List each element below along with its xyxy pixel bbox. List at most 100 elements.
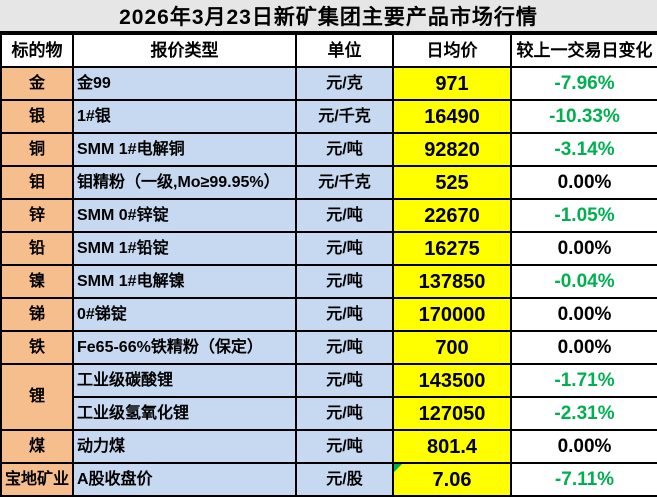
table-body: 金 金99 元/克 971 -7.96% 银 1#银 元/千克 16490 -1… [0, 66, 657, 497]
quote-type-cell: 工业级碳酸锂 [72, 363, 297, 398]
change-cell: -7.11% [510, 462, 657, 497]
avg-price-value: 7.06 [432, 468, 472, 491]
avg-price-value: 525 [435, 171, 469, 194]
unit-cell: 元/吨 [295, 363, 394, 398]
unit-cell: 元/吨 [295, 198, 394, 233]
quote-type-cell: 钼精粉（一级,Mo≥99.95%） [72, 165, 297, 200]
table-row: 铁 Fe65-66%铁精粉（保定） 元/吨 700 0.00% [0, 330, 657, 365]
unit-cell: 元/吨 [295, 132, 394, 167]
target-cell: 煤 [0, 429, 74, 464]
column-header-unit: 单位 [295, 33, 394, 68]
unit-cell: 元/吨 [295, 396, 394, 431]
quote-type-cell: SMM 1#电解铜 [72, 132, 297, 167]
table-row: 铜 SMM 1#电解铜 元/吨 92820 -3.14% [0, 132, 657, 167]
change-cell: -1.05% [510, 198, 657, 233]
avg-price-cell: 137850 [392, 264, 512, 299]
change-cell: -0.04% [510, 264, 657, 299]
avg-price-cell: 801.4 [392, 429, 512, 464]
change-cell: 0.00% [510, 231, 657, 266]
table-row: 铅 SMM 1#铅锭 元/吨 16275 0.00% [0, 231, 657, 266]
avg-price-value: 143500 [418, 369, 486, 392]
change-cell: 0.00% [510, 297, 657, 332]
avg-price-value: 92820 [424, 138, 480, 161]
target-cell: 铜 [0, 132, 74, 167]
change-cell: -2.31% [510, 396, 657, 431]
target-cell: 金 [0, 66, 74, 101]
avg-price-cell: 143500 [392, 363, 512, 398]
table-row: 银 1#银 元/千克 16490 -10.33% [0, 99, 657, 134]
header-row: 标的物 报价类型 单位 日均价 较上一交易日变化 [0, 33, 657, 68]
avg-price-cell: 16490 [392, 99, 512, 134]
quote-type-cell: SMM 0#锌锭 [72, 198, 297, 233]
unit-cell: 元/吨 [295, 429, 394, 464]
unit-cell: 元/千克 [295, 99, 394, 134]
cell-flag-icon [395, 465, 402, 472]
unit-cell: 元/千克 [295, 165, 394, 200]
page-title: 2026年3月23日新矿集团主要产品市场行情 [0, 0, 657, 33]
table-row: 锌 SMM 0#锌锭 元/吨 22670 -1.05% [0, 198, 657, 233]
change-cell: -10.33% [510, 99, 657, 134]
avg-price-cell: 16275 [392, 231, 512, 266]
change-cell: 0.00% [510, 330, 657, 365]
avg-price-value: 16275 [424, 237, 480, 260]
avg-price-cell: 127050 [392, 396, 512, 431]
column-header-quote-type: 报价类型 [72, 33, 297, 68]
table-row: 镍 SMM 1#电解镍 元/吨 137850 -0.04% [0, 264, 657, 299]
unit-cell: 元/吨 [295, 330, 394, 365]
column-header-change: 较上一交易日变化 [510, 33, 657, 68]
quote-type-cell: SMM 1#铅锭 [72, 231, 297, 266]
column-header-target: 标的物 [0, 33, 74, 68]
target-cell: 银 [0, 99, 74, 134]
avg-price-value: 22670 [424, 204, 480, 227]
change-cell: -1.71% [510, 363, 657, 398]
table-row: 锂 工业级碳酸锂 元/吨 143500 -1.71% [0, 363, 657, 431]
avg-price-value: 16490 [424, 105, 480, 128]
avg-price-value: 801.4 [426, 435, 478, 458]
target-cell: 宝地矿业 [0, 462, 74, 497]
avg-price-cell: 700 [392, 330, 512, 365]
quote-type-cell: Fe65-66%铁精粉（保定） [72, 330, 297, 365]
table-row: 金 金99 元/克 971 -7.96% [0, 66, 657, 101]
avg-price-cell: 971 [392, 66, 512, 101]
quote-type-cell: 工业级氢氧化锂 [72, 396, 297, 431]
target-cell: 锂 [0, 363, 74, 431]
avg-price-value: 170000 [418, 303, 486, 326]
unit-cell: 元/克 [295, 66, 394, 101]
avg-price-cell: 170000 [392, 297, 512, 332]
target-cell: 钼 [0, 165, 74, 200]
avg-price-value: 971 [435, 72, 469, 95]
avg-price-cell: 92820 [392, 132, 512, 167]
unit-cell: 元/吨 [295, 231, 394, 266]
change-cell: -3.14% [510, 132, 657, 167]
avg-price-value: 700 [435, 336, 469, 359]
target-cell: 铅 [0, 231, 74, 266]
target-cell: 锑 [0, 297, 74, 332]
table-row: 煤 动力煤 元/吨 801.4 0.00% [0, 429, 657, 464]
table-row: 工业级氢氧化锂 元/吨 127050 -2.31% [1, 396, 657, 431]
target-cell: 锌 [0, 198, 74, 233]
quote-type-cell: 金99 [72, 66, 297, 101]
quote-type-cell: 0#锑锭 [72, 297, 297, 332]
unit-cell: 元/吨 [295, 264, 394, 299]
quote-type-cell: 1#银 [72, 99, 297, 134]
change-cell: 0.00% [510, 429, 657, 464]
avg-price-value: 137850 [418, 270, 486, 293]
target-cell: 铁 [0, 330, 74, 365]
avg-price-cell: 7.06 [392, 462, 512, 497]
market-price-table: 标的物 报价类型 单位 日均价 较上一交易日变化 金 金99 元/克 971 -… [0, 33, 657, 497]
avg-price-cell: 22670 [392, 198, 512, 233]
unit-cell: 元/股 [295, 462, 394, 497]
table-row: 宝地矿业 A股收盘价 元/股 7.06 -7.11% [0, 462, 657, 497]
column-header-avg-price: 日均价 [392, 33, 512, 68]
quote-type-cell: SMM 1#电解镍 [72, 264, 297, 299]
change-cell: 0.00% [510, 165, 657, 200]
avg-price-value: 127050 [418, 402, 486, 425]
table-row: 钼 钼精粉（一级,Mo≥99.95%） 元/千克 525 0.00% [0, 165, 657, 200]
target-cell: 镍 [0, 264, 74, 299]
avg-price-cell: 525 [392, 165, 512, 200]
quote-type-cell: A股收盘价 [72, 462, 297, 497]
quote-type-cell: 动力煤 [72, 429, 297, 464]
change-cell: -7.96% [510, 66, 657, 101]
table-row: 锑 0#锑锭 元/吨 170000 0.00% [0, 297, 657, 332]
unit-cell: 元/吨 [295, 297, 394, 332]
